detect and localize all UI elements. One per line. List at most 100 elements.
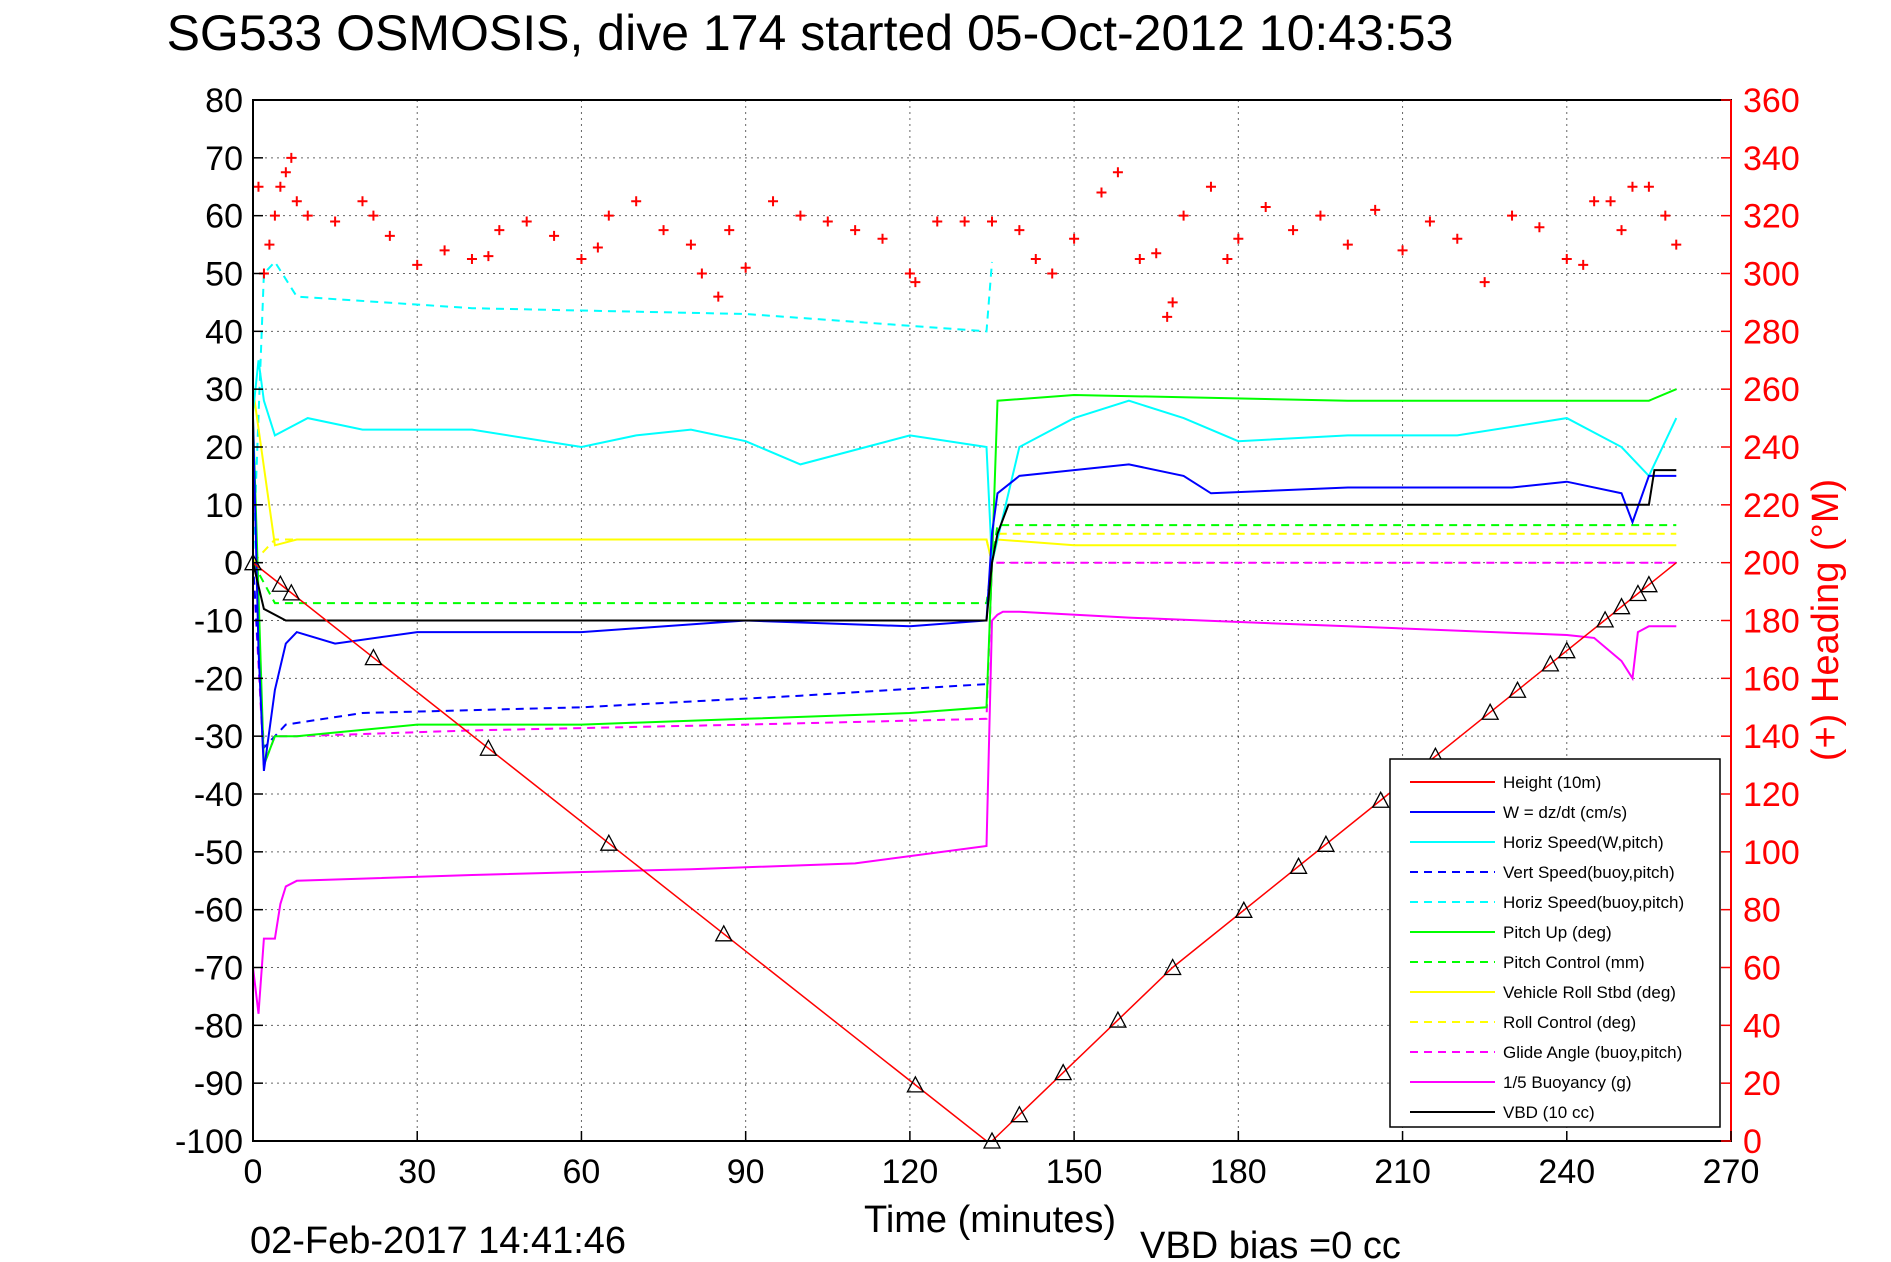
heading-point — [302, 210, 313, 221]
heading-point — [631, 196, 642, 207]
y-tick-label: 60 — [205, 198, 243, 236]
y-right-tick-label: 360 — [1743, 82, 1800, 120]
heading-point — [1671, 239, 1682, 250]
legend-label-7: Vehicle Roll Stbd (deg) — [1503, 983, 1676, 1002]
x-tick-label: 210 — [1374, 1153, 1431, 1191]
heading-point — [740, 262, 751, 273]
heading-point — [1288, 225, 1299, 236]
y-right-tick-label: 120 — [1743, 776, 1800, 814]
x-tick-label: 0 — [244, 1153, 263, 1191]
heading-point — [549, 230, 560, 241]
heading-point — [1205, 181, 1216, 192]
heading-point — [987, 216, 997, 227]
x-tick-label: 180 — [1210, 1153, 1267, 1191]
heading-point — [412, 259, 423, 270]
x-tick-label: 240 — [1538, 1153, 1595, 1191]
height-marker — [479, 738, 498, 756]
legend-label-6: Pitch Control (mm) — [1503, 953, 1645, 972]
heading-point — [384, 230, 395, 241]
heading-point — [368, 210, 379, 221]
heading-point — [713, 291, 724, 302]
series-line-7 — [252, 389, 1677, 563]
heading-point — [291, 196, 302, 207]
legend-label-0: Height (10m) — [1503, 773, 1601, 792]
height-marker — [1508, 680, 1527, 698]
y-tick-label: -50 — [194, 834, 243, 872]
x-tick-label: 30 — [398, 1153, 436, 1191]
heading-point — [1578, 259, 1589, 270]
y-tick-label: -40 — [194, 776, 243, 814]
vbd-bias-label: VBD bias =0 cc — [1140, 1225, 1401, 1262]
y-tick-label: 80 — [205, 82, 243, 120]
heading-point — [1660, 210, 1671, 221]
y-tick-label: -20 — [194, 660, 243, 698]
heading-point — [439, 245, 450, 256]
heading-point — [768, 196, 779, 207]
heading-point — [1507, 210, 1518, 221]
x-tick-label: 120 — [882, 1153, 939, 1191]
heading-point — [1096, 187, 1107, 198]
heading-point — [253, 181, 264, 192]
height-marker — [1010, 1105, 1029, 1123]
y-tick-label: 70 — [205, 140, 243, 178]
heading-point — [1424, 216, 1435, 227]
heading-point — [1047, 268, 1058, 279]
height-marker — [599, 833, 618, 851]
heading-point — [576, 254, 587, 265]
y-right-tick-label: 80 — [1743, 892, 1781, 930]
height-marker — [1371, 790, 1390, 808]
height-marker — [282, 583, 301, 601]
heading-point — [1534, 222, 1545, 233]
heading-point — [357, 196, 368, 207]
heading-point — [1589, 196, 1600, 207]
heading-point — [1479, 277, 1490, 288]
chart-title: SG533 OSMOSIS, dive 174 started 05-Oct-2… — [167, 5, 1454, 61]
height-marker — [271, 574, 290, 592]
series-line-6 — [252, 524, 1677, 605]
y-right-tick-label: 340 — [1743, 140, 1800, 178]
heading-point — [494, 225, 505, 236]
heading-point — [910, 277, 921, 288]
heading-point — [1397, 245, 1408, 256]
heading-point — [1627, 181, 1638, 192]
x-axis-label: Time (minutes) — [864, 1199, 1116, 1241]
y-right-tick-label: 320 — [1743, 198, 1800, 236]
heading-point — [1222, 254, 1233, 265]
y-right-tick-label: 240 — [1743, 429, 1800, 467]
heading-point — [1616, 225, 1627, 236]
heading-point — [280, 167, 291, 178]
legend-label-4: Horiz Speed(buoy,pitch) — [1503, 893, 1684, 912]
height-marker — [1481, 702, 1500, 720]
legend-label-2: Horiz Speed(W,pitch) — [1503, 833, 1664, 852]
y-tick-label: -90 — [194, 1065, 243, 1103]
height-marker — [364, 648, 383, 666]
heading-point — [685, 239, 696, 250]
heading-point — [850, 225, 861, 236]
y-right-tick-label: 180 — [1743, 603, 1800, 641]
heading-point — [1134, 254, 1145, 265]
y-right-tick-label: 0 — [1743, 1123, 1762, 1161]
heading-point — [1452, 233, 1463, 244]
y-tick-label: -70 — [194, 950, 243, 988]
height-marker — [1163, 958, 1182, 976]
heading-point — [795, 210, 806, 221]
height-marker — [1316, 834, 1336, 852]
y-tick-label: 20 — [205, 429, 243, 467]
height-marker — [1628, 584, 1648, 602]
series-line-4 — [252, 260, 993, 563]
heading-point — [1342, 239, 1353, 250]
y-tick-label: -30 — [194, 718, 243, 756]
heading-point — [1151, 248, 1162, 259]
height-marker — [906, 1075, 925, 1093]
heading-point — [658, 225, 669, 236]
y-tick-label: 10 — [205, 487, 243, 525]
height-marker — [1596, 610, 1615, 628]
heading-point — [877, 233, 888, 244]
y-tick-label: 30 — [205, 371, 243, 409]
legend-label-5: Pitch Up (deg) — [1503, 923, 1612, 942]
y-right-tick-label: 220 — [1743, 487, 1800, 525]
heading-point — [1069, 233, 1080, 244]
heading-point — [1643, 181, 1654, 192]
series-line-1 — [252, 418, 1677, 772]
height-marker — [714, 924, 733, 942]
